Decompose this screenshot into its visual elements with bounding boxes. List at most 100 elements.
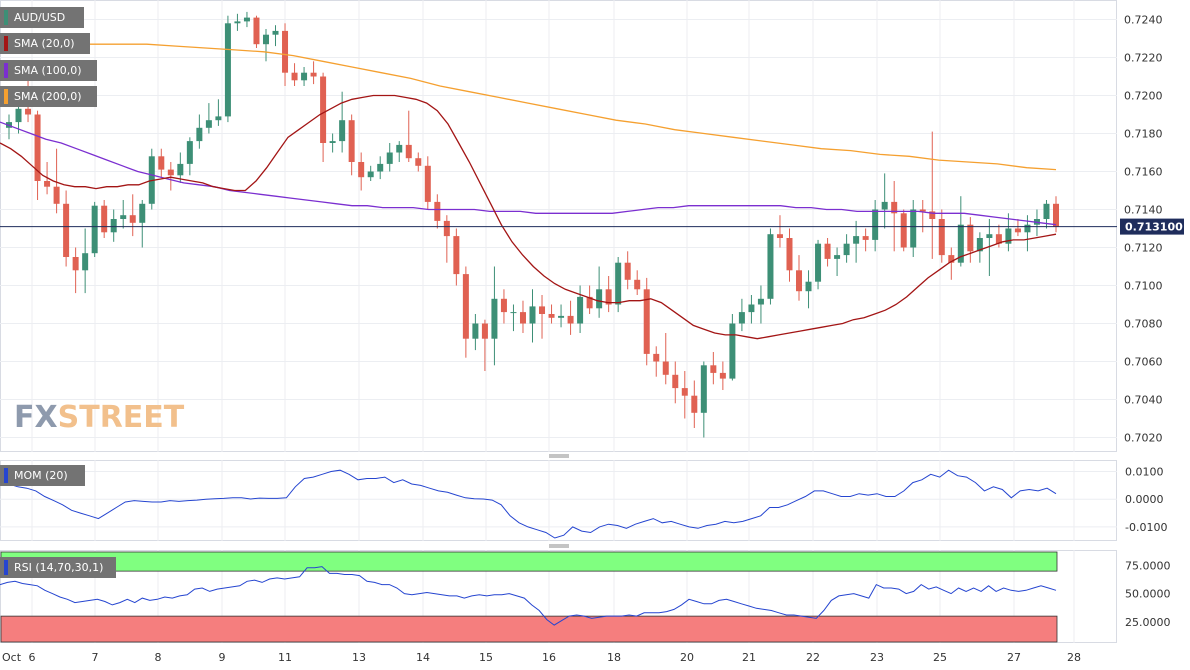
legend-swatch	[4, 10, 8, 25]
candle-body	[139, 203, 146, 223]
candle-body	[634, 279, 641, 290]
candle-body	[243, 17, 250, 22]
candle	[586, 285, 593, 314]
candle	[262, 29, 269, 62]
candle	[1005, 213, 1012, 252]
candle	[929, 131, 936, 259]
candle	[834, 247, 841, 276]
candle-body	[53, 186, 60, 204]
rsi-line	[0, 566, 1057, 626]
last-price-label: 0.713100	[1125, 221, 1183, 234]
candle-body	[967, 224, 974, 252]
last-price-box	[1120, 218, 1184, 235]
candle-body	[34, 114, 41, 181]
legend-audusd[interactable]: AUD/USD	[0, 7, 84, 28]
candle	[320, 72, 327, 162]
candle-body	[757, 298, 764, 305]
candle-body	[215, 116, 222, 121]
candle	[196, 114, 203, 149]
candle-body	[710, 365, 717, 373]
candle	[110, 209, 117, 242]
candle	[301, 67, 308, 86]
candle	[776, 215, 783, 248]
candle-body	[167, 169, 174, 176]
price-panel	[0, 0, 1117, 452]
candle-body	[567, 315, 574, 324]
legend-sma200[interactable]: SMA (200,0)	[0, 86, 97, 107]
candle-body	[786, 238, 793, 271]
candle	[167, 162, 174, 191]
candle	[634, 270, 641, 295]
candle-body	[310, 72, 317, 77]
candle	[63, 190, 70, 267]
candle-body	[681, 388, 688, 396]
price-tick-label: 0.7040	[1124, 394, 1163, 407]
candle-body	[729, 323, 736, 379]
candle	[253, 15, 260, 48]
candle	[529, 289, 536, 343]
candle-body	[957, 224, 964, 263]
watermark-fx: FX	[14, 400, 58, 435]
legend-sma20[interactable]: SMA (20,0)	[0, 33, 90, 54]
candle-body	[872, 209, 879, 240]
candle	[643, 277, 650, 366]
x-tick-label: 6	[29, 651, 36, 664]
legend-swatch	[4, 89, 8, 104]
candle-body	[72, 257, 79, 271]
candle	[510, 304, 517, 332]
candle-body	[767, 234, 774, 299]
price-tick-label: 0.7080	[1124, 318, 1163, 331]
legend-rsi[interactable]: RSI (14,70,30,1)	[0, 557, 116, 578]
candle-body	[224, 23, 231, 117]
price-tick-label: 0.7240	[1124, 14, 1163, 27]
candle	[738, 298, 745, 332]
candle	[519, 300, 526, 333]
candle-body	[891, 201, 898, 214]
legend-label: RSI (14,70,30,1)	[14, 561, 104, 574]
rsi-tick-label: 75.0000	[1125, 560, 1171, 573]
legend-sma100[interactable]: SMA (100,0)	[0, 60, 97, 81]
candle	[881, 173, 888, 229]
candle-body	[558, 315, 565, 318]
legend-mom[interactable]: MOM (20)	[0, 465, 85, 486]
candle	[891, 181, 898, 252]
x-tick-label: 15	[479, 651, 493, 664]
price-tick-label: 0.7120	[1124, 242, 1163, 255]
candle-body	[320, 76, 327, 143]
candle	[824, 238, 831, 267]
sma200-line	[0, 39, 1057, 171]
candle	[662, 333, 669, 385]
candle	[500, 289, 507, 324]
candle	[1014, 219, 1021, 237]
x-tick-label: 14	[416, 651, 430, 664]
candle	[729, 314, 736, 381]
x-tick-label: 13	[352, 651, 366, 664]
candle-body	[748, 304, 755, 313]
candle-body	[415, 158, 422, 166]
candle-body	[348, 120, 355, 162]
legend-label: SMA (20,0)	[14, 37, 75, 50]
candle	[481, 319, 488, 371]
candle	[767, 228, 774, 305]
candle-body	[367, 171, 374, 178]
candle-body	[948, 255, 955, 263]
x-tick-label: 21	[742, 651, 756, 664]
candle-body	[910, 209, 917, 248]
candle-body	[101, 205, 108, 233]
candle	[405, 110, 412, 162]
candle	[358, 152, 365, 191]
candle	[976, 232, 983, 263]
candle-body	[301, 72, 308, 81]
candle-body	[662, 361, 669, 375]
candle-body	[548, 314, 555, 318]
candle-body	[186, 141, 193, 164]
legend-label: SMA (200,0)	[14, 90, 82, 103]
candle	[967, 217, 974, 263]
price-tick-label: 0.7200	[1124, 90, 1163, 103]
candle-body	[843, 243, 850, 256]
x-tick-label: 18	[607, 651, 621, 664]
candle-body	[938, 219, 945, 256]
sma100-line	[0, 121, 1057, 226]
candle-body	[1014, 228, 1021, 233]
